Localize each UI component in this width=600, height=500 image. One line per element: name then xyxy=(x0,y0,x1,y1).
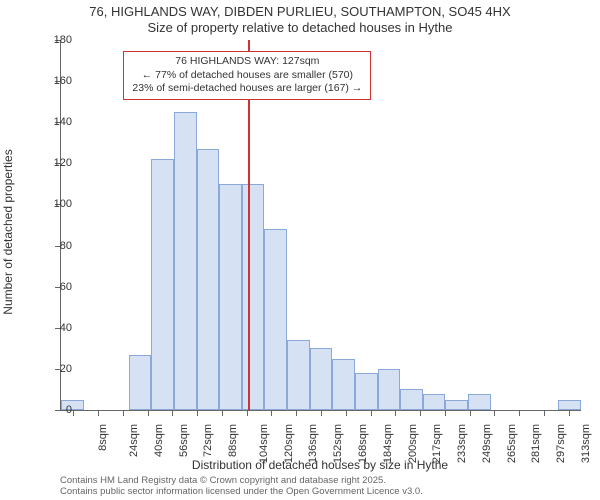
x-tick xyxy=(470,410,471,416)
histogram-bar xyxy=(445,400,468,410)
x-tick xyxy=(346,410,347,416)
histogram-bar xyxy=(558,400,581,410)
y-tick-label: 140 xyxy=(54,116,72,128)
histogram-bar xyxy=(400,389,423,410)
x-tick xyxy=(371,410,372,416)
histogram-bar xyxy=(287,340,310,410)
x-tick xyxy=(73,410,74,416)
x-tick xyxy=(569,410,570,416)
annotation-line3: 23% of semi-detached houses are larger (… xyxy=(132,82,362,96)
y-tick-label: 120 xyxy=(54,157,72,169)
x-tick-label: 313sqm xyxy=(580,424,592,463)
y-tick-label: 0 xyxy=(66,404,72,416)
annotation-box: 76 HIGHLANDS WAY: 127sqm← 77% of detache… xyxy=(123,51,371,100)
x-axis-label: Distribution of detached houses by size … xyxy=(60,458,580,472)
x-tick-label: 136sqm xyxy=(308,424,320,463)
x-tick-label: 152sqm xyxy=(332,424,344,463)
chart-title-address: 76, HIGHLANDS WAY, DIBDEN PURLIEU, SOUTH… xyxy=(0,4,600,19)
histogram-bar xyxy=(129,355,152,411)
chart-container: 76, HIGHLANDS WAY, DIBDEN PURLIEU, SOUTH… xyxy=(0,0,600,500)
x-tick-label: 40sqm xyxy=(153,424,165,457)
x-tick-label: 56sqm xyxy=(178,424,190,457)
x-tick-label: 72sqm xyxy=(202,424,214,457)
histogram-bar xyxy=(310,348,333,410)
x-tick-label: 104sqm xyxy=(258,424,270,463)
x-tick-label: 120sqm xyxy=(283,424,295,463)
x-tick xyxy=(222,410,223,416)
y-tick-label: 100 xyxy=(54,198,72,210)
histogram-bar xyxy=(468,394,491,410)
x-tick xyxy=(247,410,248,416)
x-tick xyxy=(98,410,99,416)
x-tick xyxy=(123,410,124,416)
x-tick xyxy=(420,410,421,416)
footer-line2: Contains public sector information licen… xyxy=(60,487,423,498)
y-tick-label: 80 xyxy=(60,240,72,252)
histogram-bar xyxy=(355,373,378,410)
x-tick-label: 200sqm xyxy=(407,424,419,463)
histogram-bar xyxy=(332,359,355,410)
x-tick-label: 8sqm xyxy=(97,424,109,451)
footer-attribution: Contains HM Land Registry data © Crown c… xyxy=(60,476,423,498)
y-tick-label: 180 xyxy=(54,34,72,46)
x-tick xyxy=(494,410,495,416)
x-tick-label: 281sqm xyxy=(530,424,542,463)
x-tick xyxy=(148,410,149,416)
x-tick-label: 297sqm xyxy=(555,424,567,463)
histogram-bar xyxy=(423,394,446,410)
x-tick-label: 24sqm xyxy=(128,424,140,457)
y-tick-label: 40 xyxy=(60,322,72,334)
y-tick-label: 60 xyxy=(60,281,72,293)
y-tick xyxy=(55,410,61,411)
histogram-bar xyxy=(242,184,265,410)
x-tick xyxy=(172,410,173,416)
histogram-bar xyxy=(174,112,197,410)
y-tick-label: 160 xyxy=(54,75,72,87)
annotation-line2: ← 77% of detached houses are smaller (57… xyxy=(132,69,362,83)
x-tick xyxy=(197,410,198,416)
x-tick-label: 168sqm xyxy=(357,424,369,463)
histogram-bar xyxy=(219,184,242,410)
x-tick xyxy=(296,410,297,416)
chart-title-desc: Size of property relative to detached ho… xyxy=(0,20,600,35)
x-tick-label: 88sqm xyxy=(227,424,239,457)
histogram-bar xyxy=(197,149,220,410)
x-tick xyxy=(321,410,322,416)
y-tick-label: 20 xyxy=(60,363,72,375)
x-tick-label: 233sqm xyxy=(456,424,468,463)
x-tick-label: 249sqm xyxy=(481,424,493,463)
annotation-line1: 76 HIGHLANDS WAY: 127sqm xyxy=(132,55,362,69)
histogram-bar xyxy=(151,159,174,410)
histogram-bar xyxy=(61,400,84,410)
x-tick-label: 217sqm xyxy=(431,424,443,463)
histogram-bar xyxy=(378,369,401,410)
x-tick-label: 265sqm xyxy=(506,424,518,463)
x-tick xyxy=(445,410,446,416)
x-tick xyxy=(544,410,545,416)
y-axis-label: Number of detached properties xyxy=(1,149,15,314)
x-tick-label: 184sqm xyxy=(382,424,394,463)
x-tick xyxy=(519,410,520,416)
x-tick xyxy=(271,410,272,416)
histogram-bar xyxy=(264,229,287,410)
x-tick xyxy=(395,410,396,416)
plot-area: 76 HIGHLANDS WAY: 127sqm← 77% of detache… xyxy=(60,40,581,411)
